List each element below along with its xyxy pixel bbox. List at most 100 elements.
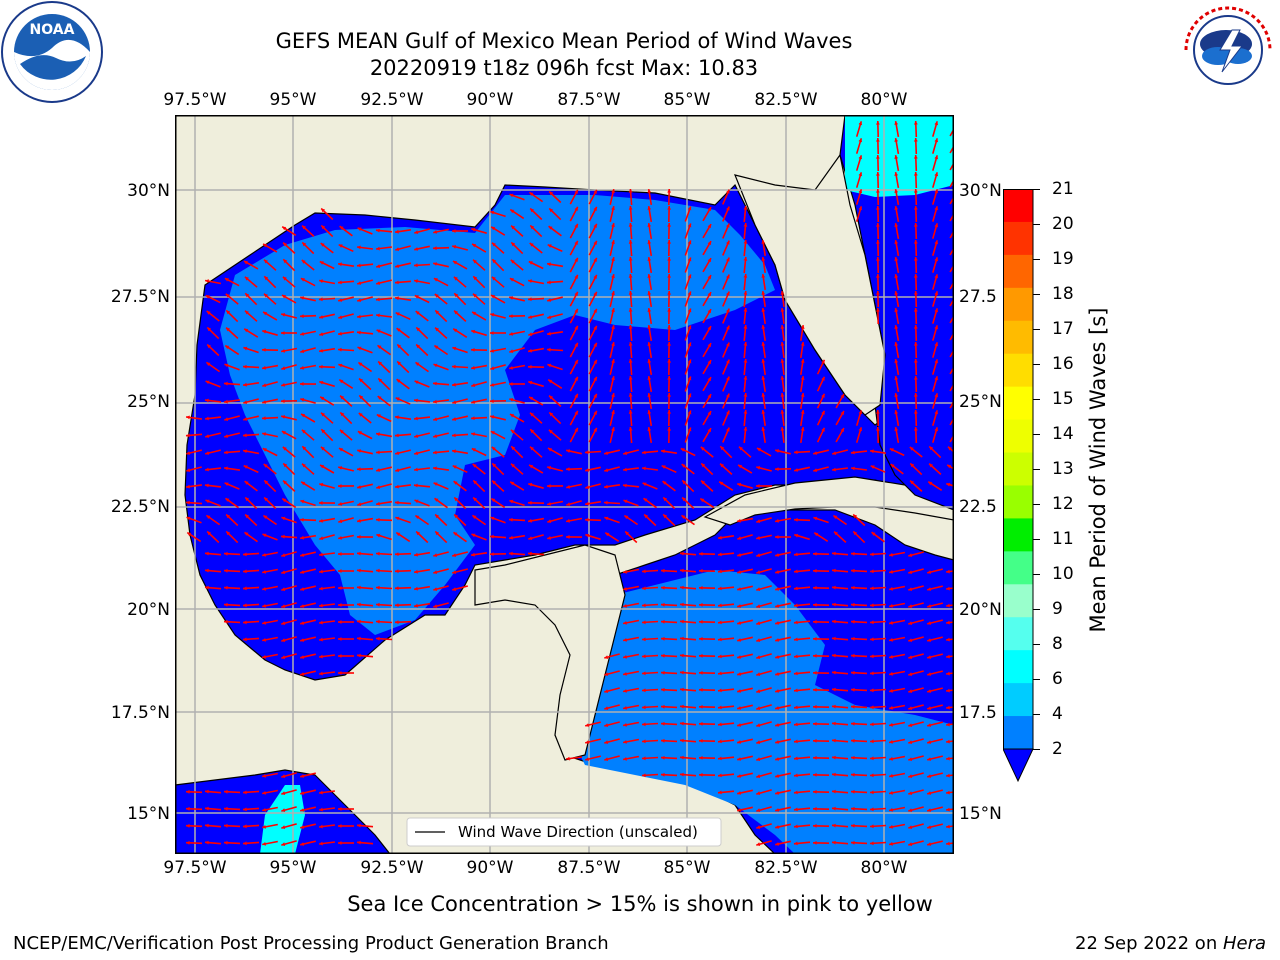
- wind-wave-arrowhead: [452, 245, 457, 249]
- wind-wave-arrowhead: [611, 359, 615, 363]
- wind-wave-arrowhead: [800, 342, 805, 346]
- wind-wave-arrowhead: [894, 223, 899, 227]
- wind-wave-arrowhead: [699, 688, 703, 692]
- wind-wave-arrowhead: [913, 223, 918, 227]
- wind-wave-arrowhead: [471, 416, 475, 421]
- wind-wave-arrow: [949, 297, 954, 307]
- footer-date: 22 Sep 2022 on Hera: [1075, 933, 1266, 954]
- wind-wave-arrowhead: [205, 467, 209, 472]
- wind-wave-arrowhead: [756, 587, 761, 591]
- wind-wave-arrowhead: [667, 274, 671, 278]
- wind-wave-arrowhead: [414, 467, 418, 472]
- wind-wave-arrowhead: [910, 480, 914, 485]
- wind-wave-arrowhead: [858, 155, 863, 160]
- wind-wave-arrowhead: [319, 332, 324, 336]
- wind-wave-arrowhead: [707, 428, 711, 433]
- wind-wave-arrowhead: [908, 723, 913, 727]
- wind-wave-arrowhead: [395, 433, 399, 438]
- wind-wave-arrowhead: [585, 517, 589, 522]
- wind-wave-arrowhead: [395, 516, 400, 521]
- wind-wave-arrowhead: [761, 393, 766, 397]
- wind-wave-arrowhead: [300, 621, 305, 625]
- wind-wave-arrowhead: [186, 840, 190, 845]
- wind-wave-arrowhead: [376, 533, 381, 538]
- wind-wave-arrowhead: [832, 568, 836, 573]
- wind-wave-arrowhead: [453, 328, 458, 333]
- wind-wave-arrowhead: [889, 756, 893, 761]
- wind-wave-arrowhead: [913, 274, 918, 278]
- wind-wave-arrowhead: [357, 653, 361, 658]
- wind-wave-arrowhead: [244, 481, 249, 485]
- wind-wave-arrowhead: [454, 293, 459, 298]
- wind-wave-arrowhead: [726, 274, 730, 279]
- wind-wave-arrowhead: [687, 393, 692, 398]
- wind-wave-arrowhead: [319, 348, 323, 353]
- wind-wave-arrowhead: [894, 240, 899, 244]
- wind-wave-arrowhead: [737, 808, 741, 812]
- wind-wave-arrowhead: [604, 500, 608, 505]
- wind-wave-arrowhead: [262, 842, 266, 846]
- wind-wave-arrowhead: [452, 346, 457, 351]
- wind-wave-arrowhead: [889, 790, 893, 795]
- wind-wave-arrowhead: [718, 586, 722, 591]
- wind-wave-arrowhead: [604, 484, 608, 489]
- wind-wave-arrowhead: [376, 432, 380, 437]
- wind-wave-arrowhead: [934, 376, 939, 381]
- wind-wave-arrowhead: [832, 721, 836, 726]
- wind-wave-arrowhead: [454, 310, 458, 315]
- wind-wave-arrowhead: [434, 498, 439, 502]
- wind-wave-arrowhead: [687, 427, 692, 432]
- wind-wave-arrowhead: [530, 446, 534, 451]
- colorbar-tick-label: 13: [1052, 459, 1074, 479]
- wind-wave-arrowhead: [876, 189, 880, 193]
- wind-wave-arrowhead: [574, 359, 578, 364]
- wind-wave-arrowhead: [243, 364, 247, 369]
- wind-wave-arrowhead: [948, 446, 952, 451]
- wind-wave-arrowhead: [319, 824, 323, 829]
- wind-wave-arrowhead: [593, 342, 597, 347]
- wind-wave-arrowhead: [756, 536, 760, 540]
- wind-wave-arrowhead: [934, 359, 939, 364]
- wind-wave-arrowhead: [338, 620, 342, 624]
- wind-wave-arrowhead: [528, 279, 532, 283]
- wind-wave-arrowhead: [611, 291, 615, 295]
- wind-wave-arrowhead: [780, 410, 785, 414]
- wind-wave-arrowhead: [357, 602, 361, 607]
- wind-wave-arrowhead: [894, 325, 899, 329]
- wind-wave-arrowhead: [376, 246, 380, 251]
- wind-wave-arrowhead: [934, 172, 939, 177]
- wind-wave-arrowhead: [737, 518, 741, 523]
- wind-wave-arrowhead: [870, 790, 874, 795]
- wind-wave-arrowhead: [611, 376, 615, 380]
- wind-wave-arrowhead: [395, 468, 400, 472]
- wind-wave-arrowhead: [357, 281, 362, 285]
- wind-wave-arrowhead: [699, 552, 703, 556]
- wind-wave-arrowhead: [701, 463, 706, 468]
- wind-wave-arrowhead: [927, 791, 932, 795]
- wind-wave-arrowhead: [263, 515, 268, 519]
- wind-wave-arrowhead: [628, 342, 633, 346]
- wind-wave-arrowhead: [737, 672, 741, 676]
- wind-wave-arrowhead: [851, 823, 855, 828]
- wind-wave-arrowhead: [226, 327, 230, 332]
- wind-wave-arrowhead: [300, 791, 305, 795]
- wind-wave-arrowhead: [934, 410, 939, 415]
- wind-wave-arrowhead: [934, 427, 939, 432]
- wind-wave-arrowhead: [604, 723, 609, 727]
- wind-wave-arrow: [949, 331, 954, 341]
- wind-wave-arrowhead: [433, 450, 437, 455]
- wind-wave-arrowhead: [889, 841, 893, 846]
- wind-wave-arrowhead: [186, 500, 190, 505]
- wind-wave-arrowhead: [338, 280, 342, 285]
- lat-label-left: 30°N: [127, 181, 170, 201]
- wind-wave-arrowhead: [946, 756, 950, 761]
- wind-wave-arrowhead: [226, 514, 231, 519]
- wind-wave-arrowhead: [832, 687, 836, 692]
- wind-wave-arrowhead: [794, 722, 798, 727]
- wind-wave-arrowhead: [611, 393, 615, 397]
- wind-wave-arrowhead: [395, 264, 400, 268]
- colorbar-segment: [1003, 287, 1033, 322]
- wind-wave-arrowhead: [851, 602, 855, 607]
- wind-wave-arrowhead: [934, 393, 939, 398]
- wind-wave-arrowhead: [611, 342, 615, 346]
